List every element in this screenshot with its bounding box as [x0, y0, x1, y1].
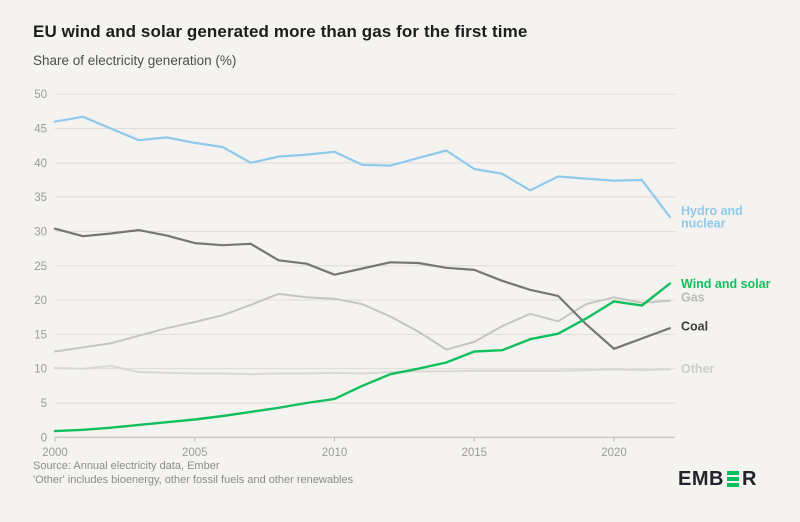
y-tick-label: 10	[34, 364, 47, 376]
y-tick-label: 25	[34, 261, 47, 273]
x-tick-label: 2015	[461, 447, 487, 459]
series-label-gas: Gas	[681, 291, 705, 305]
axis-tick-labels: 0 5 10 15 20 25 30 35 40 45 50 2000 2005 2010 2015 2020	[34, 89, 627, 459]
y-tick-label: 15	[34, 329, 47, 341]
y-tick-label: 50	[34, 89, 47, 101]
source-note: Source: Annual electricity data, Ember '…	[33, 460, 353, 487]
series-label-text: Hydro and	[681, 204, 743, 218]
series-line-coal	[53, 227, 672, 350]
y-tick-label: 40	[34, 158, 47, 170]
chart-subtitle: Share of electricity generation (%)	[33, 53, 237, 68]
series-label-text: Gas	[681, 291, 705, 305]
series-label-text: Coal	[681, 320, 708, 334]
series-label-text: Wind and solar	[681, 277, 771, 291]
x-tick-label: 2010	[322, 447, 348, 459]
ember-logo-green-e-icon	[726, 471, 739, 487]
ember-logo-letter-right: R	[741, 468, 757, 490]
y-tick-label: 0	[41, 432, 47, 444]
y-tick-label: 30	[34, 226, 47, 238]
source-line-1: Source: Annual electricity data, Ember	[33, 460, 220, 472]
x-tick-label: 2000	[42, 447, 68, 459]
y-tick-label: 20	[34, 295, 47, 307]
series-line-wind_solar	[53, 282, 672, 433]
series-label-wind_solar: Wind and solar	[681, 277, 771, 291]
series-label-coal: Coal	[681, 320, 708, 334]
ember-logo-letters-left: EMB	[678, 468, 724, 490]
y-tick-label: 35	[34, 192, 47, 204]
series-label-text: nuclear	[681, 217, 726, 231]
x-tick-label: 2020	[601, 447, 627, 459]
ember-logo: EMB R	[678, 469, 757, 489]
series-line-hydro_nuclear	[53, 115, 672, 219]
series-label-other: Other	[681, 362, 714, 376]
gridlines	[54, 93, 675, 442]
y-tick-label: 5	[41, 398, 47, 410]
series-line-gas	[54, 292, 671, 353]
source-line-2: 'Other' includes bioenergy, other fossil…	[33, 473, 354, 486]
series-line-other	[54, 364, 671, 376]
y-tick-label: 45	[34, 124, 47, 136]
page-title: EU wind and solar generated more than ga…	[33, 22, 528, 41]
x-tick-label: 2005	[182, 447, 208, 459]
series-label-text: Other	[681, 362, 714, 376]
